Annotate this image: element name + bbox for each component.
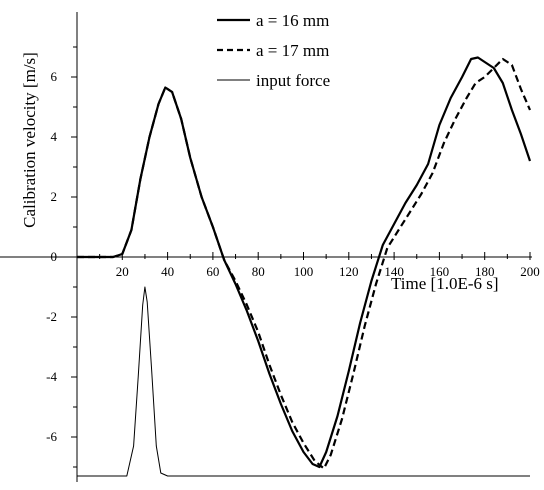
y-tick-label: 4	[51, 129, 58, 144]
x-tick-label: 200	[520, 264, 540, 279]
y-axis-title: Calibration velocity [m/s]	[20, 52, 39, 228]
legend-label-series-3: input force	[256, 71, 330, 90]
legend-item-series-3: input force	[217, 71, 330, 90]
y-tick-label: -2	[46, 309, 57, 324]
x-tick-label: 160	[430, 264, 450, 279]
y-tick-label: 2	[51, 189, 58, 204]
x-tick-label: 140	[384, 264, 404, 279]
x-tick-label: 60	[206, 264, 219, 279]
x-tick-label: 80	[252, 264, 265, 279]
series-line-3	[77, 286, 530, 477]
legend-item-series-1: a = 16 mm	[217, 11, 329, 30]
legend: a = 16 mm a = 17 mm input force	[217, 11, 330, 90]
x-axis: 20 40 60 80 100 120 140 160 180 200	[0, 252, 540, 279]
x-tick-label: 100	[294, 264, 314, 279]
series-line-2	[77, 57, 532, 470]
legend-label-series-1: a = 16 mm	[256, 11, 329, 30]
x-tick-label: 40	[161, 264, 174, 279]
x-tick-label: 180	[475, 264, 495, 279]
legend-label-series-2: a = 17 mm	[256, 41, 329, 60]
series-line-1	[77, 56, 532, 469]
y-tick-label: -6	[46, 429, 57, 444]
x-ticks: 20 40 60 80 100 120 140 160 180 200	[99, 252, 540, 279]
y-tick-label: 6	[51, 69, 58, 84]
x-tick-label: 20	[116, 264, 129, 279]
legend-item-series-2: a = 17 mm	[217, 41, 329, 60]
x-axis-title: Time [1.0E-6 s]	[391, 274, 499, 293]
y-tick-label: -4	[46, 369, 57, 384]
y-axis: -6-4-20246	[46, 12, 78, 482]
x-tick-label: 120	[339, 264, 359, 279]
plot-area	[77, 56, 532, 477]
